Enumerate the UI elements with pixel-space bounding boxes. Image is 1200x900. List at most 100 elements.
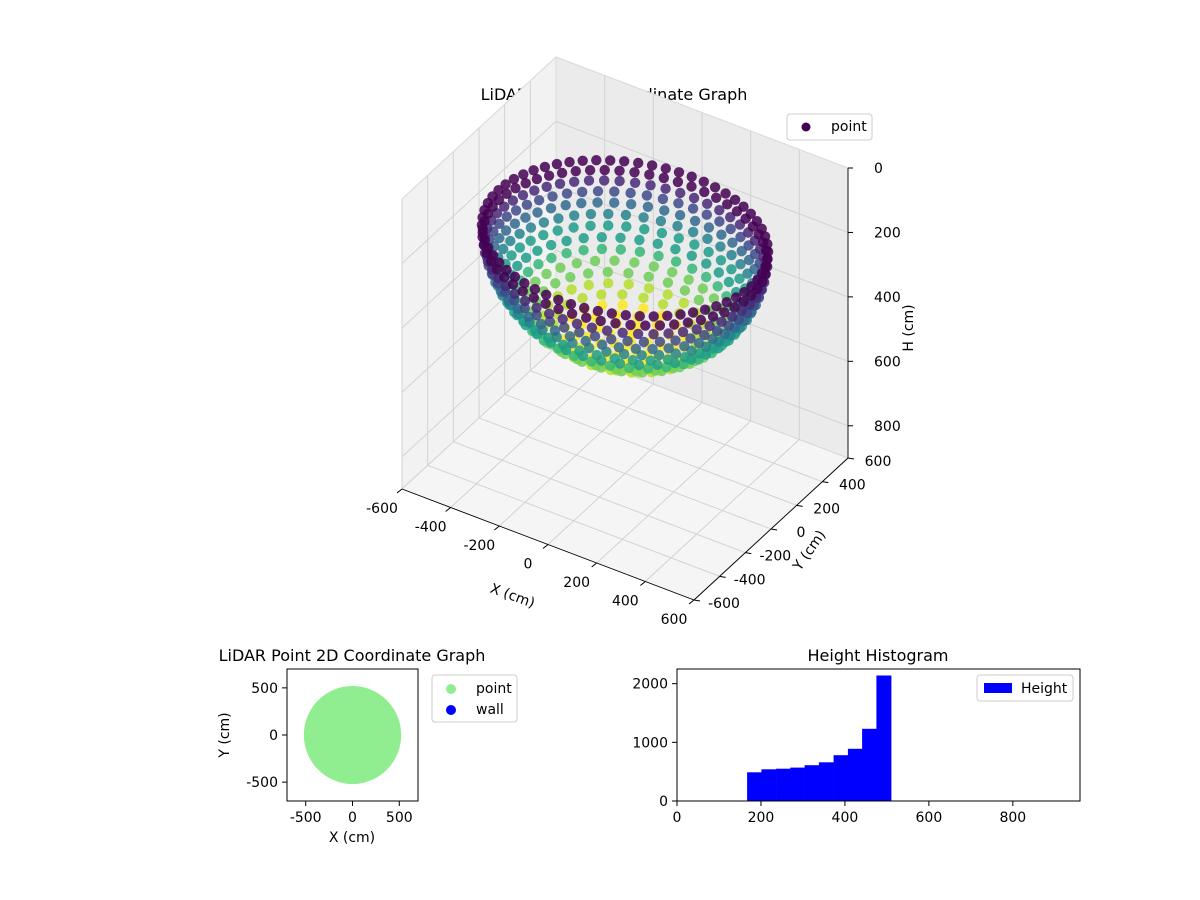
chart-3d-point [653,250,664,262]
chart-3d-point [729,194,741,205]
chart-3d-point [559,322,570,333]
chart-3d: LiDAR Point 3D Coordinate Graph -600-400… [366,56,917,628]
chart-3d-point [528,292,539,303]
chart-3d-point [545,239,557,251]
chart-3d-x-ticklabel-4: 200 [563,575,590,591]
chart-3d-point [734,273,745,284]
histogram-bar-0 [747,772,762,801]
chart-3d-point [713,267,724,278]
chart-3d-z-ticklabel-4: 800 [874,419,901,435]
histogram-y-ticklabel-1: 1000 [632,735,668,751]
chart-3d-point [577,186,588,198]
histogram-legend-box [976,674,1074,702]
chart-3d-point [683,274,694,285]
histogram-x-ticklabel-3: 600 [916,810,943,826]
chart-3d-point [483,242,494,253]
chart-3d-z-ticklabel-0: 0 [874,161,883,177]
histogram-legend: Height [976,674,1074,702]
chart-3d-point [592,305,604,317]
chart-3d-y-ticklabel-1: -400 [734,572,766,588]
histogram-y-ticklabel-0: 0 [659,794,668,810]
chart-3d-point [539,161,551,173]
chart-3d-z-ticklabel-3: 600 [874,354,901,370]
chart-3d-point [702,198,713,209]
histogram-bar-6 [833,755,849,801]
chart-3d-point [609,197,620,208]
chart-3d-x-ticklabel-3: 0 [524,557,533,573]
chart-3d-point [561,188,573,199]
chart-3d-x-tick-5 [640,581,646,586]
chart-3d-point [619,156,630,167]
chart-3d-point [596,232,607,243]
chart-3d-point [509,288,520,299]
chart-3d-point [735,231,746,243]
chart-3d-point [576,198,587,209]
chart-3d-point [614,175,625,187]
chart-3d-point [514,242,526,253]
chart-3d-gridline-y-2 [452,151,746,554]
chart-3d-point [586,322,598,333]
chart-3d-point [545,203,557,214]
chart-3d-point [638,212,649,223]
chart-3d-point [709,182,721,193]
chart-3d-point [629,167,640,178]
chart-3d-point [703,222,715,233]
chart-3d-point [500,179,511,190]
chart-3d-point [532,207,543,218]
chart-3d-point [711,192,722,203]
chart-3d-x-ticklabel-0: -600 [366,501,398,517]
chart-3d-point [553,294,564,305]
chart-3d-point [720,188,731,199]
chart-3d-point [679,352,690,363]
chart-3d-y-ticklabel-0: -600 [708,596,740,612]
chart-3d-point [613,342,625,353]
chart-3d-point [617,327,628,338]
histogram-legend-label: Height [1021,681,1068,697]
chart-3d-x-ticklabel-6: 600 [661,612,688,628]
chart-3d-point [540,298,551,309]
chart-2d-ylabel: Y (cm) [217,712,233,758]
chart-2d-title: LiDAR Point 2D Coordinate Graph [219,646,486,665]
chart-3d-point [477,212,488,223]
chart-2d-legend-wall-marker [446,705,456,715]
chart-3d-point [625,319,636,331]
chart-3d-point [605,155,616,166]
chart-2d: LiDAR Point 2D Coordinate Graph -500 0 500… [217,646,518,846]
chart-3d-point [557,314,568,325]
chart-3d-point [596,243,608,255]
chart-3d-point [532,245,543,256]
chart-3d-gridline-y-1 [427,175,720,577]
chart-3d-point [585,220,596,231]
histogram-bar-2 [776,768,791,801]
chart-3d-point [658,172,669,184]
chart-3d-point [561,248,572,259]
chart-3d-point [531,173,543,185]
chart-3d-point [653,349,665,361]
chart-3d-point [667,267,678,278]
chart-2d-point-disk [303,685,402,785]
chart-3d-point [569,176,580,187]
chart-3d-point [687,307,699,318]
chart-3d-point [634,234,645,246]
chart-3d-point [514,228,525,239]
chart-3d-point [544,308,555,319]
chart-3d-point [579,302,590,314]
chart-3d-point [614,165,625,176]
chart-3d-point [726,249,737,261]
histogram-bar-7 [847,748,863,801]
chart-3d-point [660,163,671,174]
chart-3d-zlabel: H (cm) [901,304,917,351]
chart-3d-point [736,245,747,257]
chart-3d-point [640,320,651,331]
chart-3d-point [679,285,691,296]
chart-3d-y-tick-4 [796,504,803,507]
chart-3d-x-ticklabel-1: -400 [415,520,447,536]
chart-3d-point [662,354,674,365]
chart-3d-point [519,278,530,289]
chart-3d-point [583,268,594,279]
chart-3d-point [707,311,719,322]
chart-3d-point [699,186,710,198]
chart-3d-y-ticklabel-5: 400 [839,478,866,494]
chart-3d-point [701,258,712,269]
